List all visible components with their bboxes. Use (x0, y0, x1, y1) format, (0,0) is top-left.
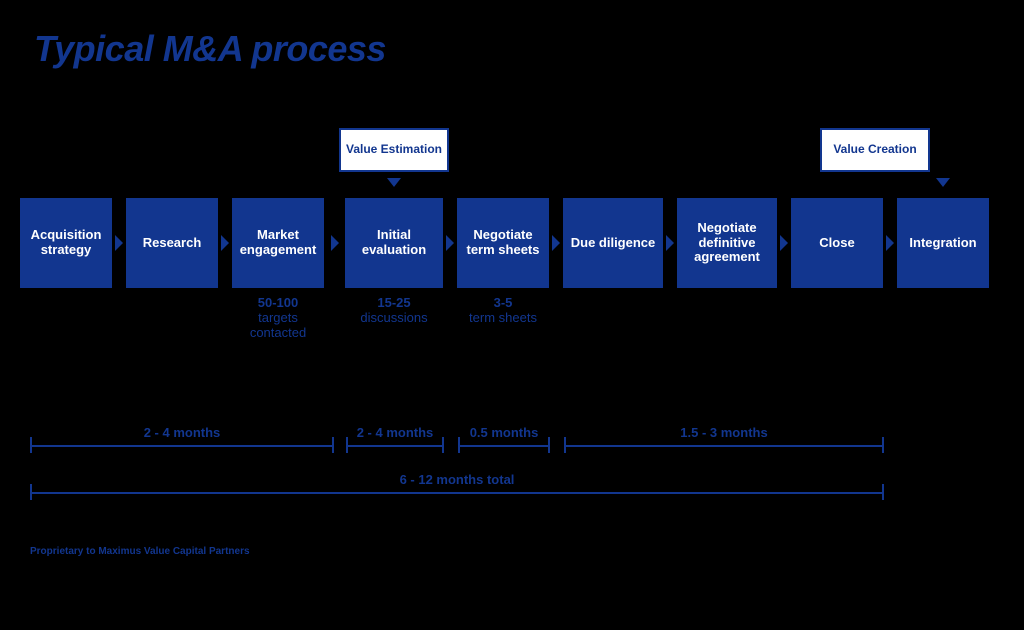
step-neg-def: Negotiate definitive agreement (677, 198, 777, 288)
chevron-icon (115, 235, 123, 251)
chevron-icon (886, 235, 894, 251)
chevron-icon (780, 235, 788, 251)
timeline-label: 2 - 4 months (346, 425, 444, 440)
step-market-eng: Market engagement (232, 198, 324, 288)
step-integration: Integration (897, 198, 989, 288)
step-init-eval: Initial evaluation (345, 198, 443, 288)
timeline-line (458, 445, 550, 447)
callout-value-estimation: Value Estimation (339, 128, 449, 172)
chevron-icon (666, 235, 674, 251)
step-note: 3-5term sheets (457, 296, 549, 326)
chevron-down-icon (936, 178, 950, 187)
timeline-line (30, 492, 884, 494)
chevron-icon (552, 235, 560, 251)
page-title: Typical M&A process (34, 28, 386, 70)
timeline-line (30, 445, 334, 447)
chevron-icon (331, 235, 339, 251)
step-close: Close (791, 198, 883, 288)
chevron-down-icon (387, 178, 401, 187)
timeline-line (346, 445, 444, 447)
timeline-label: 2 - 4 months (30, 425, 334, 440)
timeline-line (564, 445, 884, 447)
step-neg-term: Negotiate term sheets (457, 198, 549, 288)
timeline-label: 6 - 12 months total (30, 472, 884, 487)
step-research: Research (126, 198, 218, 288)
step-due-dil: Due diligence (563, 198, 663, 288)
callout-value-creation: Value Creation (820, 128, 930, 172)
timeline-label: 0.5 months (458, 425, 550, 440)
step-acq-strategy: Acquisition strategy (20, 198, 112, 288)
timeline-label: 1.5 - 3 months (564, 425, 884, 440)
chevron-icon (221, 235, 229, 251)
step-note: 15-25discussions (345, 296, 443, 326)
step-note: 50-100targets contacted (232, 296, 324, 341)
chevron-icon (446, 235, 454, 251)
footer-proprietary: Proprietary to Maximus Value Capital Par… (30, 546, 250, 557)
